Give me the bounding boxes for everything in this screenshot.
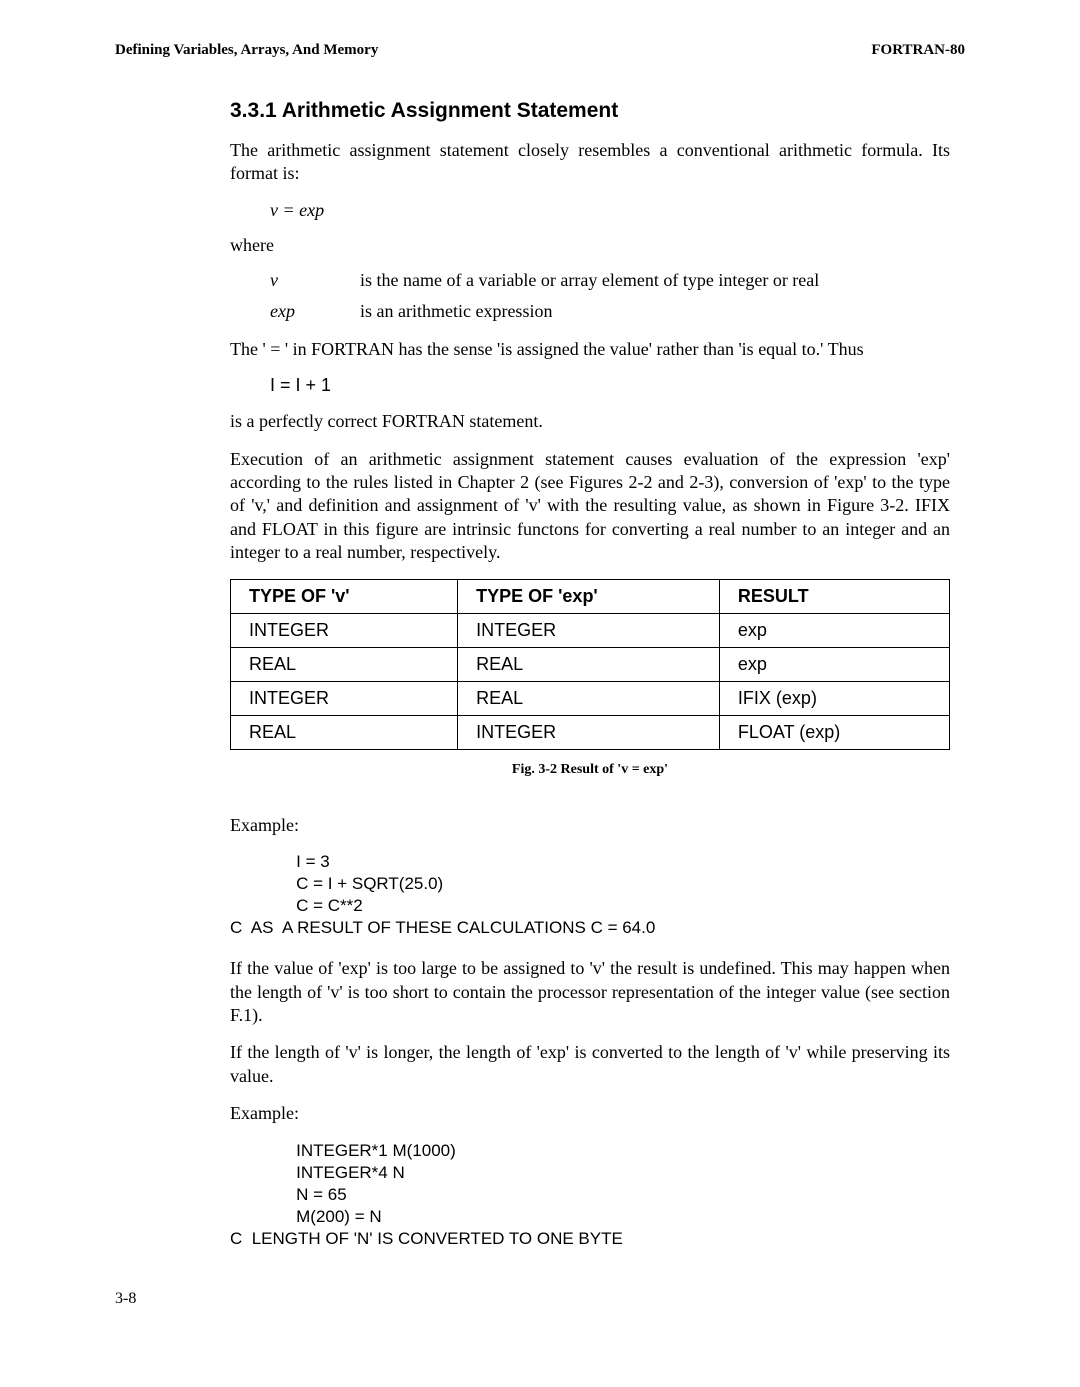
def-term-exp: exp xyxy=(270,301,360,322)
table-cell: REAL xyxy=(231,647,458,681)
paragraph-5: If the value of 'exp' is too large to be… xyxy=(230,957,950,1027)
table-row: REAL REAL exp xyxy=(231,647,950,681)
paragraph-3: is a perfectly correct FORTRAN statement… xyxy=(230,410,950,433)
example-label-1: Example: xyxy=(230,814,950,837)
table-header: TYPE OF 'exp' xyxy=(458,579,720,613)
code-example-1: I = 3 C = I + SQRT(25.0) C = C**2 C AS A… xyxy=(230,851,950,939)
table-cell: exp xyxy=(719,647,949,681)
where-label: where xyxy=(230,235,950,256)
table-row: INTEGER REAL IFIX (exp) xyxy=(231,681,950,715)
page-header: Defining Variables, Arrays, And Memory F… xyxy=(115,42,965,59)
paragraph-6: If the length of 'v' is longer, the leng… xyxy=(230,1041,950,1088)
table-row: INTEGER INTEGER exp xyxy=(231,613,950,647)
formula-line: v = exp xyxy=(270,200,950,221)
def-desc-exp: is an arithmetic expression xyxy=(360,301,950,322)
definition-v: v is the name of a variable or array ele… xyxy=(270,270,950,291)
table-header: TYPE OF 'v' xyxy=(231,579,458,613)
definition-exp: exp is an arithmetic expression xyxy=(270,301,950,322)
section-title: 3.3.1 Arithmetic Assignment Statement xyxy=(230,99,950,123)
table-cell: INTEGER xyxy=(231,681,458,715)
result-table: TYPE OF 'v' TYPE OF 'exp' RESULT INTEGER… xyxy=(230,579,950,750)
header-right: FORTRAN-80 xyxy=(871,42,965,59)
page-number: 3-8 xyxy=(115,1290,965,1308)
table-header-row: TYPE OF 'v' TYPE OF 'exp' RESULT xyxy=(231,579,950,613)
table-cell: INTEGER xyxy=(458,613,720,647)
table-row: REAL INTEGER FLOAT (exp) xyxy=(231,715,950,749)
table-cell: FLOAT (exp) xyxy=(719,715,949,749)
example-label-2: Example: xyxy=(230,1102,950,1125)
table-cell: IFIX (exp) xyxy=(719,681,949,715)
page: Defining Variables, Arrays, And Memory F… xyxy=(0,0,1080,1368)
table-cell: REAL xyxy=(231,715,458,749)
def-desc-v: is the name of a variable or array eleme… xyxy=(360,270,950,291)
def-term-v: v xyxy=(270,270,360,291)
equation-line: I = I + 1 xyxy=(270,375,950,396)
code-example-2: INTEGER*1 M(1000) INTEGER*4 N N = 65 M(2… xyxy=(230,1140,950,1250)
table-cell: INTEGER xyxy=(458,715,720,749)
table-cell: REAL xyxy=(458,681,720,715)
paragraph-4: Execution of an arithmetic assignment st… xyxy=(230,448,950,565)
paragraph-2: The ' = ' in FORTRAN has the sense 'is a… xyxy=(230,338,950,361)
header-left: Defining Variables, Arrays, And Memory xyxy=(115,42,378,59)
table-cell: exp xyxy=(719,613,949,647)
table-cell: INTEGER xyxy=(231,613,458,647)
table-header: RESULT xyxy=(719,579,949,613)
paragraph-1: The arithmetic assignment statement clos… xyxy=(230,139,950,186)
content-body: 3.3.1 Arithmetic Assignment Statement Th… xyxy=(230,99,950,1250)
table-cell: REAL xyxy=(458,647,720,681)
figure-caption: Fig. 3-2 Result of 'v = exp' xyxy=(230,762,950,778)
